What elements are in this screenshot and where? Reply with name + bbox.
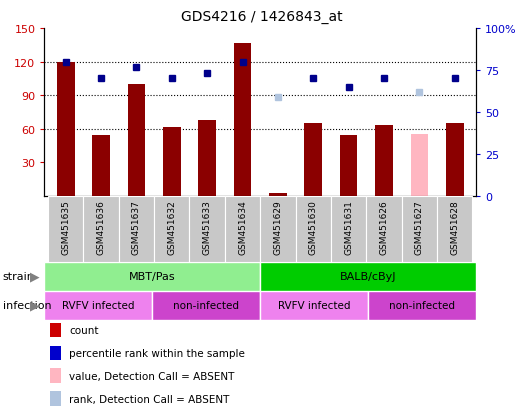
Bar — [260, 196, 295, 262]
Bar — [57, 62, 74, 196]
Bar — [44, 291, 152, 320]
Bar — [331, 196, 366, 262]
Bar — [411, 135, 428, 196]
Text: GSM451630: GSM451630 — [309, 199, 318, 254]
Bar — [304, 123, 322, 196]
Bar — [437, 196, 472, 262]
Text: GSM451634: GSM451634 — [238, 199, 247, 254]
Text: ▶: ▶ — [30, 270, 40, 283]
Bar — [260, 262, 476, 291]
Bar — [269, 194, 287, 196]
Bar — [260, 291, 368, 320]
Text: non-infected: non-infected — [389, 301, 455, 311]
Text: percentile rank within the sample: percentile rank within the sample — [69, 348, 245, 358]
Text: count: count — [69, 325, 98, 335]
Text: ▶: ▶ — [30, 299, 40, 312]
Text: MBT/Pas: MBT/Pas — [129, 272, 176, 282]
Bar — [198, 120, 216, 196]
Text: RVFV infected: RVFV infected — [278, 301, 350, 311]
Text: RVFV infected: RVFV infected — [62, 301, 134, 311]
Text: GSM451635: GSM451635 — [61, 199, 70, 254]
Text: GSM451627: GSM451627 — [415, 199, 424, 254]
Bar — [446, 123, 463, 196]
Text: strain: strain — [3, 272, 35, 282]
Text: value, Detection Call = ABSENT: value, Detection Call = ABSENT — [69, 371, 234, 381]
Text: GSM451637: GSM451637 — [132, 199, 141, 254]
Text: GSM451636: GSM451636 — [97, 199, 106, 254]
Text: GSM451629: GSM451629 — [274, 199, 282, 254]
Text: GSM451633: GSM451633 — [202, 199, 212, 254]
Bar — [295, 196, 331, 262]
Bar — [163, 128, 180, 196]
Bar — [128, 85, 145, 196]
Bar — [44, 262, 260, 291]
Text: GSM451626: GSM451626 — [380, 199, 389, 254]
Bar — [234, 43, 252, 196]
Bar — [366, 196, 402, 262]
Text: GSM451632: GSM451632 — [167, 199, 176, 254]
Bar — [189, 196, 225, 262]
Text: GSM451631: GSM451631 — [344, 199, 353, 254]
Text: non-infected: non-infected — [173, 301, 239, 311]
Text: GDS4216 / 1426843_at: GDS4216 / 1426843_at — [180, 10, 343, 24]
Bar — [83, 196, 119, 262]
Bar — [402, 196, 437, 262]
Bar — [119, 196, 154, 262]
Bar — [340, 136, 357, 196]
Bar — [375, 126, 393, 196]
Bar — [48, 196, 83, 262]
Bar — [152, 291, 260, 320]
Bar — [154, 196, 189, 262]
Bar — [225, 196, 260, 262]
Bar — [92, 136, 110, 196]
Bar — [368, 291, 476, 320]
Text: rank, Detection Call = ABSENT: rank, Detection Call = ABSENT — [69, 394, 230, 404]
Text: infection: infection — [3, 301, 51, 311]
Text: GSM451628: GSM451628 — [450, 199, 459, 254]
Text: BALB/cByJ: BALB/cByJ — [340, 272, 396, 282]
